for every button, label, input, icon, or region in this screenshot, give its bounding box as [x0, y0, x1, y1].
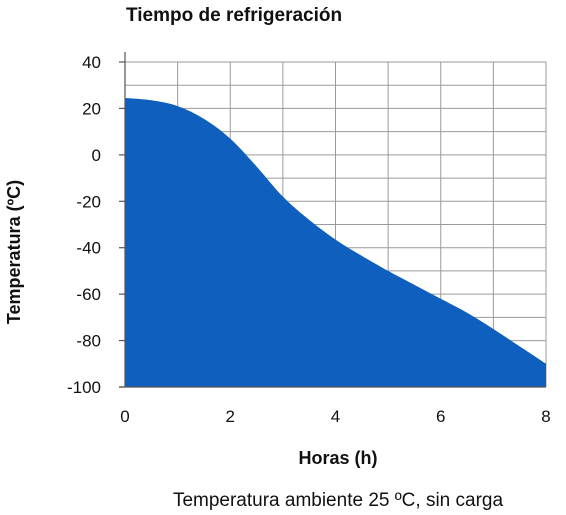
y-tick-label: -40	[76, 239, 101, 258]
y-tick-label: 40	[82, 53, 101, 72]
x-tick-label: 0	[120, 407, 129, 426]
x-tick-label: 8	[541, 407, 550, 426]
y-tick-label: -100	[67, 378, 101, 397]
x-tick-label: 2	[226, 407, 235, 426]
y-tick-label: -20	[76, 192, 101, 211]
x-tick-label: 6	[436, 407, 445, 426]
y-tick-label: 0	[92, 146, 101, 165]
y-tick-label: -80	[76, 332, 101, 351]
axes	[119, 52, 546, 388]
area-layer	[125, 97, 546, 387]
x-tick-labels: 0 2 4 6 8	[120, 407, 550, 426]
y-tick-label: -60	[76, 285, 101, 304]
chart-note: Temperatura ambiente 25 ºC, sin carga	[173, 490, 504, 511]
chart-title: Tiempo de refrigeración	[126, 5, 342, 26]
y-tick-labels: 40 20 0 -20 -40 -60 -80 -100	[67, 53, 101, 397]
x-tick-label: 4	[331, 407, 340, 426]
x-axis-label: Horas (h)	[298, 448, 377, 468]
y-tick-label: 20	[82, 99, 101, 118]
y-axis-label: Temperatura (ºC)	[4, 180, 24, 324]
temperature-area	[125, 97, 546, 387]
